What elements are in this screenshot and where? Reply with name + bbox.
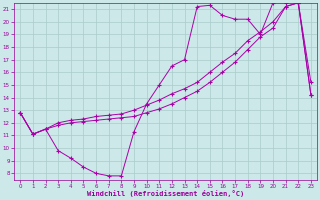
X-axis label: Windchill (Refroidissement éolien,°C): Windchill (Refroidissement éolien,°C) — [87, 190, 244, 197]
